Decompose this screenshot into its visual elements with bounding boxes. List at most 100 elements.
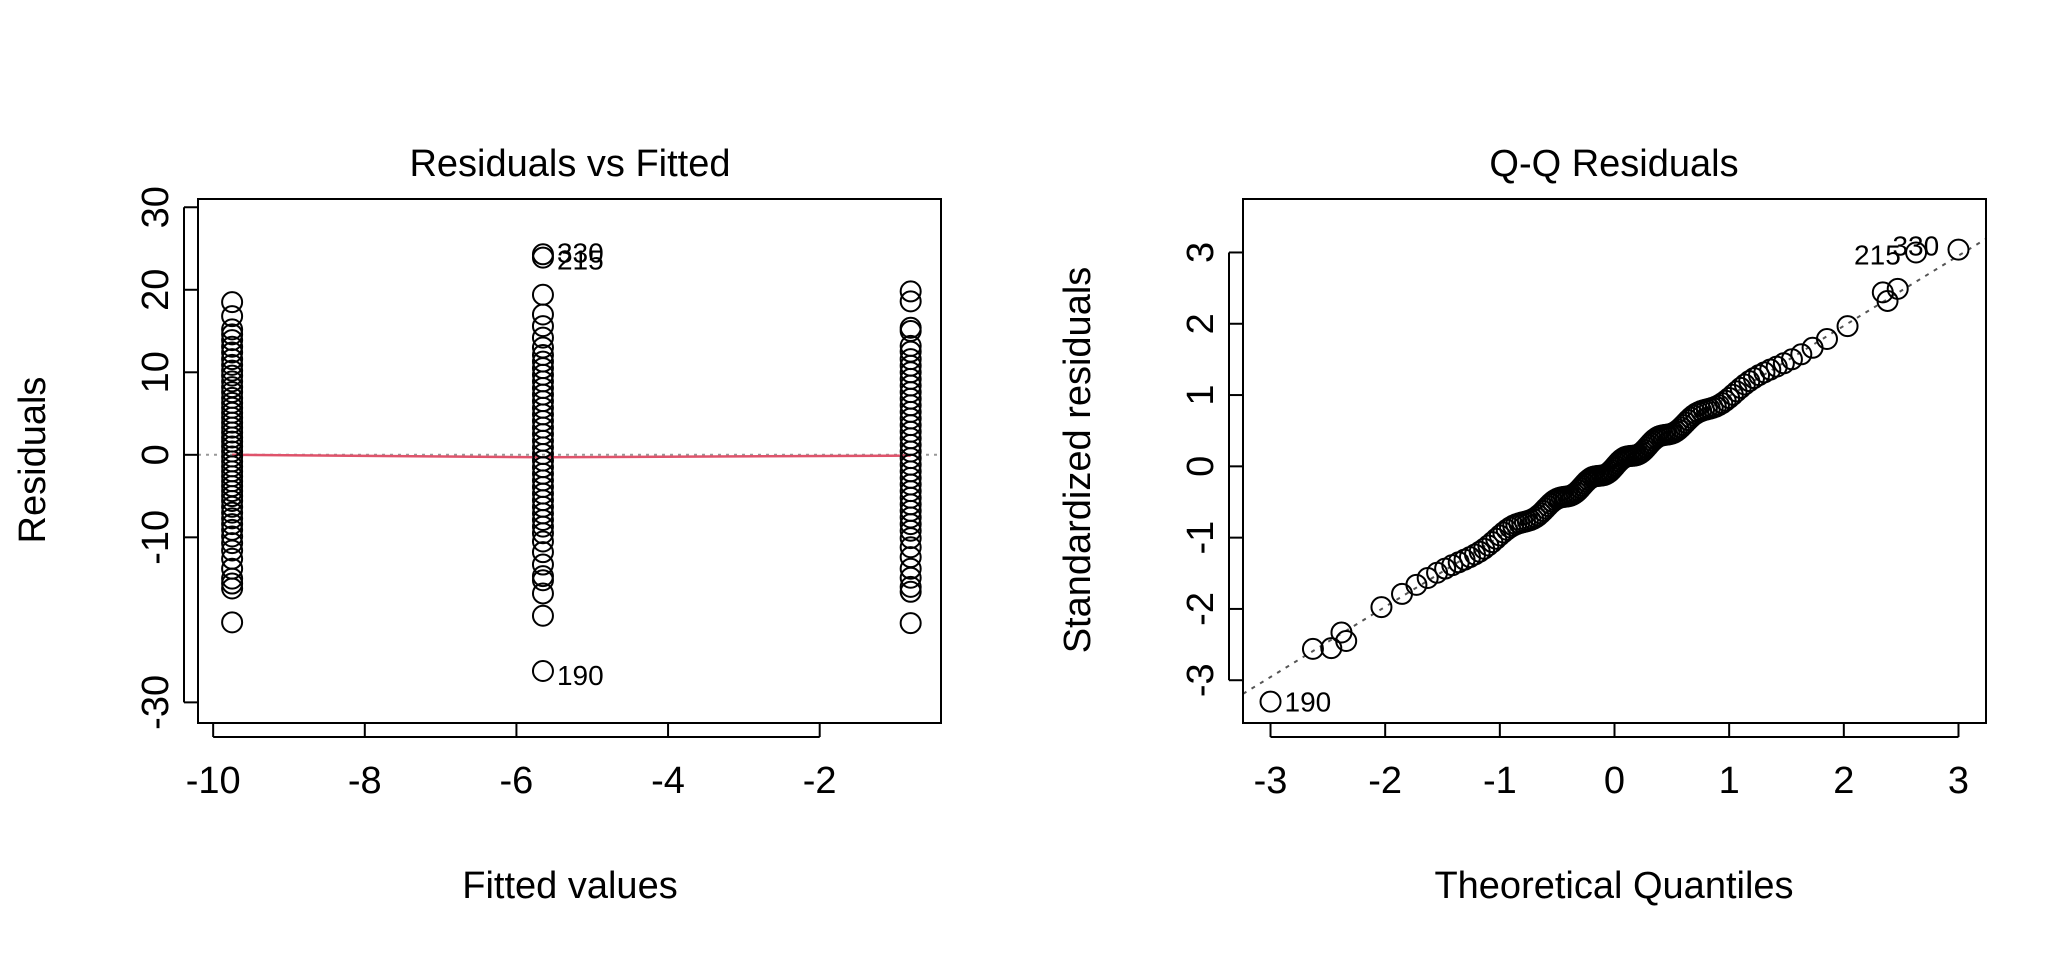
qq-residuals-y-axis-label: Standardized residuals: [1057, 267, 1099, 654]
residual-point: [221, 323, 244, 346]
residual-point: [221, 532, 244, 555]
residual-point: [531, 283, 554, 306]
residual-point: [899, 290, 922, 313]
residual-point: [531, 660, 554, 683]
residual-point: [221, 335, 244, 358]
residual-point: [531, 303, 554, 326]
qq-point: [1301, 637, 1324, 660]
qq-point: [1391, 582, 1414, 605]
residual-point: [221, 411, 244, 434]
qq-point: [1886, 277, 1909, 300]
qq-outlier-label: 190: [1285, 687, 1332, 718]
outlier-label: 330: [557, 237, 604, 268]
residual-point: [531, 604, 554, 627]
qq-point: [1790, 343, 1813, 366]
smooth-line: [232, 453, 911, 459]
residual-point: [221, 329, 244, 352]
y-tick-label: 0: [135, 444, 177, 465]
y-tick-label: 10: [135, 351, 177, 393]
x-tick-label: 2: [1833, 760, 1854, 802]
residual-point: [531, 326, 554, 349]
qq-point: [1905, 241, 1928, 264]
residuals-vs-fitted-x-ticks: -10 -8 -6 -4 -2: [186, 723, 837, 802]
x-tick-label: -6: [500, 760, 534, 802]
residual-point: [531, 246, 554, 269]
residual-point: [221, 572, 244, 595]
outlier-label: 190: [557, 660, 604, 691]
qq-point: [1335, 630, 1358, 653]
qq-point: [1259, 690, 1282, 713]
y-tick-label: 0: [1180, 456, 1222, 477]
y-tick-label: 20: [135, 269, 177, 311]
qq-residuals-panel: Q-Q Residuals Theoretical Quantiles Stan…: [1057, 143, 1987, 907]
residual-point: [221, 501, 244, 524]
x-tick-label: -10: [186, 760, 241, 802]
residuals-vs-fitted-title: Residuals vs Fitted: [409, 143, 730, 185]
residual-point: [221, 291, 244, 314]
qq-point: [1748, 364, 1771, 387]
residual-point: [221, 364, 244, 387]
residual-point: [531, 530, 554, 553]
qq-points: [1259, 238, 1970, 713]
x-tick-label: -1: [1483, 760, 1517, 802]
x-tick-label: -3: [1254, 760, 1288, 802]
x-tick-label: -2: [803, 760, 837, 802]
residual-point: [221, 525, 244, 548]
x-tick-label: 0: [1604, 760, 1625, 802]
qq-point: [1947, 238, 1970, 261]
qq-point: [1801, 336, 1824, 359]
y-tick-label: 2: [1180, 313, 1222, 334]
residual-point: [531, 515, 554, 538]
residual-point: [531, 553, 554, 576]
y-tick-label: -1: [1180, 521, 1222, 555]
residual-point: [221, 305, 244, 328]
qq-residuals-y-ticks: -3 -2 -1 0 1 2 3: [1180, 242, 1243, 697]
residual-point: [221, 416, 244, 439]
qq-point: [1370, 596, 1393, 619]
residual-point: [221, 611, 244, 634]
red-smooth-line: [232, 453, 911, 459]
qq-point: [1871, 281, 1894, 304]
x-tick-label: -2: [1368, 760, 1402, 802]
y-tick-label: -3: [1180, 663, 1222, 697]
residual-point: [899, 280, 922, 303]
residuals-vs-fitted-plot-frame: [197, 198, 942, 724]
residuals-vs-fitted-panel: Residuals vs Fitted Fitted values Residu…: [12, 143, 942, 907]
residuals-vs-fitted-y-ticks: -30 -10 0 10 20 30: [135, 186, 198, 730]
residual-point: [221, 341, 244, 364]
residual-point: [531, 582, 554, 605]
residual-point: [221, 318, 244, 341]
residual-point: [899, 580, 922, 603]
residual-point: [221, 539, 244, 562]
y-tick-label: 1: [1180, 384, 1222, 405]
y-tick-label: 30: [135, 186, 177, 228]
x-tick-label: -4: [651, 760, 685, 802]
residual-point: [899, 519, 922, 542]
x-tick-label: 3: [1948, 760, 1969, 802]
residual-point: [221, 485, 244, 508]
residual-point: [221, 567, 244, 590]
residual-point: [221, 495, 244, 518]
y-tick-label: -2: [1180, 592, 1222, 626]
qq-point: [1320, 637, 1343, 660]
qq-point: [1836, 315, 1859, 338]
qq-residuals-x-axis-label: Theoretical Quantiles: [1434, 865, 1793, 907]
residual-point: [221, 577, 244, 600]
qq-point: [1815, 328, 1838, 351]
residual-point: [221, 348, 244, 371]
residual-point: [531, 569, 554, 592]
qq-residuals-x-ticks: -3 -2 -1 0 1 2 3: [1254, 723, 1969, 802]
residual-point: [899, 536, 922, 559]
residual-point: [899, 513, 922, 536]
residual-point: [221, 370, 244, 393]
residual-points: [221, 243, 922, 683]
residuals-vs-fitted-y-axis-label: Residuals: [12, 377, 54, 544]
residual-point: [899, 557, 922, 580]
residual-point: [899, 575, 922, 598]
x-tick-label: -8: [348, 760, 382, 802]
y-tick-label: -30: [135, 675, 177, 730]
residual-point: [531, 315, 554, 338]
